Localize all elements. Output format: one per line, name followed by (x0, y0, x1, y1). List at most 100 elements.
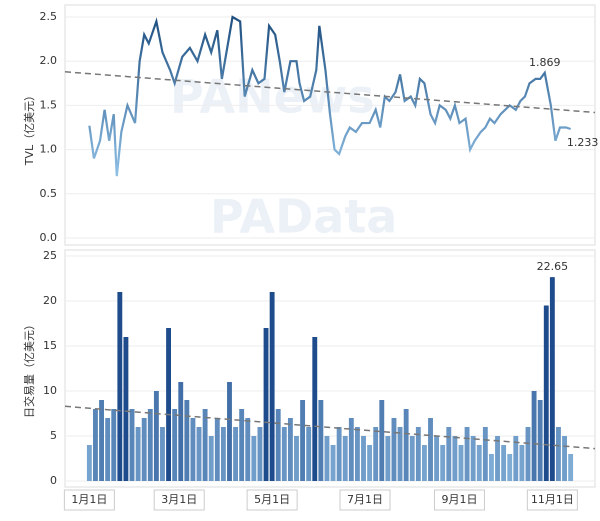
y-tick-label: 5 (50, 429, 57, 442)
tvl-line (88, 15, 571, 177)
bar (178, 382, 184, 481)
bar (525, 427, 531, 481)
bar (281, 427, 287, 481)
x-tick-label: 7月1日 (347, 493, 383, 506)
bar (147, 409, 153, 481)
bar (269, 292, 275, 481)
x-tick-label: 1月1日 (71, 493, 107, 506)
bar (507, 454, 513, 481)
bar (93, 409, 98, 481)
bar (141, 418, 147, 481)
bar (275, 409, 281, 481)
bar (482, 427, 488, 481)
bar (348, 418, 354, 481)
y-tick-label: 10 (43, 384, 57, 397)
bar (312, 337, 318, 481)
bar (123, 337, 129, 481)
bar (476, 445, 482, 481)
bar (324, 436, 330, 481)
bar (129, 409, 135, 481)
panel-frame (64, 249, 596, 488)
bar (239, 409, 245, 481)
y-tick-label: 0 (50, 474, 57, 487)
bar (153, 391, 159, 481)
bar (373, 427, 379, 481)
x-tick-box (63, 489, 115, 511)
bar (257, 427, 263, 481)
panel-frame (64, 4, 596, 246)
watermark: PANews (170, 70, 375, 124)
bar (361, 436, 366, 481)
bar (549, 277, 555, 481)
bar (263, 328, 269, 481)
y-tick-label: 2.0 (40, 54, 58, 67)
bar (446, 427, 452, 481)
annotation: 1.869 (529, 56, 561, 69)
bar (105, 418, 111, 481)
x-tick-label: 9月1日 (441, 493, 477, 506)
bar (470, 436, 476, 481)
bar (495, 436, 500, 481)
bar (99, 400, 104, 481)
bar (306, 427, 312, 481)
bar (391, 418, 397, 481)
bar (556, 427, 561, 481)
bar (367, 445, 373, 481)
bar (184, 400, 190, 481)
bar (385, 436, 391, 481)
bar (434, 436, 440, 481)
bar (421, 445, 427, 481)
y-axis-label: 日交易量（亿美元） (22, 319, 36, 418)
bar (397, 427, 403, 481)
bar (330, 445, 336, 481)
bar (537, 400, 543, 481)
bar (342, 436, 348, 481)
bar (531, 391, 537, 481)
bar (318, 400, 324, 481)
bar (513, 436, 519, 481)
bar (287, 418, 293, 481)
bar (245, 418, 251, 481)
bar (202, 409, 208, 481)
y-tick-label: 0.0 (40, 231, 58, 244)
x-tick-label: 11月1日 (531, 493, 574, 506)
bar (543, 305, 549, 481)
bar (208, 436, 214, 481)
y-axis-label: TVL（亿美元） (23, 90, 36, 166)
bar (86, 445, 92, 481)
bar (220, 427, 226, 481)
bar (214, 418, 220, 481)
bar (172, 409, 178, 481)
y-tick-label: 1.5 (40, 98, 58, 111)
bar (227, 382, 232, 481)
bar (519, 445, 525, 481)
bar (501, 445, 507, 481)
bar (160, 427, 165, 481)
bar (403, 409, 409, 481)
x-tick-box (526, 489, 578, 511)
annotation: 22.65 (537, 260, 569, 273)
bar (440, 445, 446, 481)
y-tick-label: 15 (43, 339, 57, 352)
bar (489, 454, 494, 481)
x-tick-label: 3月1日 (161, 493, 197, 506)
y-tick-label: 1.0 (40, 143, 58, 156)
x-tick-box (246, 489, 298, 511)
bar (562, 436, 567, 481)
trendline (64, 71, 596, 114)
bar (166, 328, 171, 481)
bar (428, 418, 433, 481)
bar (233, 427, 239, 481)
bar (452, 436, 458, 481)
bar (300, 400, 306, 481)
bar (354, 427, 360, 481)
y-tick-label: 2.5 (40, 10, 58, 23)
y-tick-label: 25 (43, 249, 57, 262)
x-tick-box (339, 489, 391, 511)
bar (135, 427, 141, 481)
x-tick-label: 5月1日 (254, 493, 290, 506)
bar (251, 436, 257, 481)
watermark: PAData (210, 190, 397, 244)
bar (294, 436, 299, 481)
